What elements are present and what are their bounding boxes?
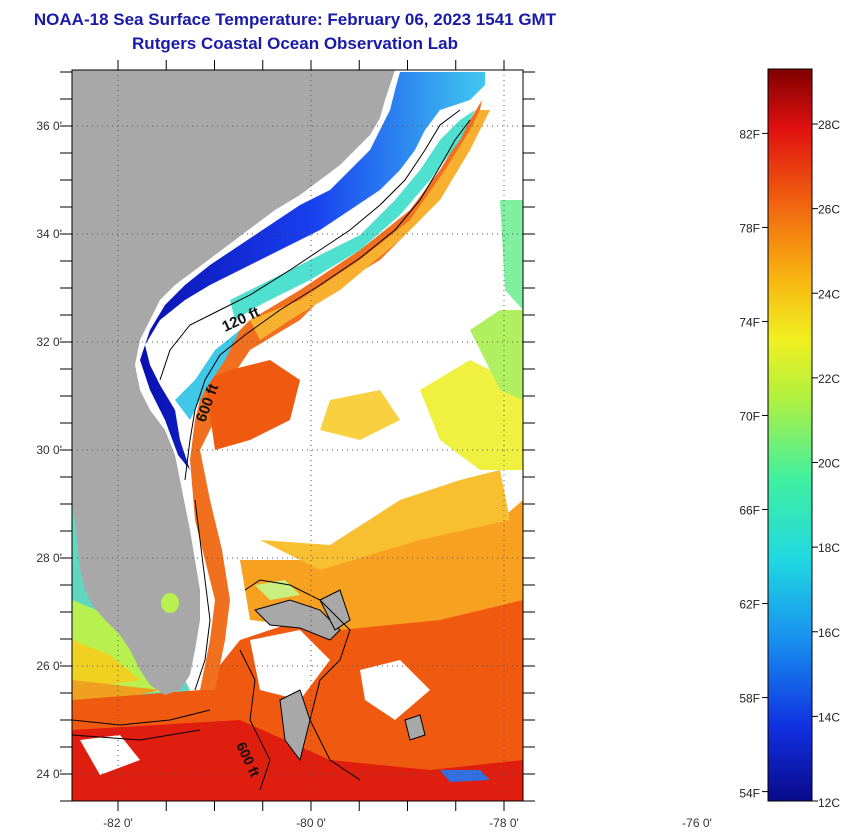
fahrenheit-label: 62F <box>739 598 760 612</box>
fahrenheit-label: 66F <box>739 504 760 518</box>
contour-120ft <box>159 109 461 381</box>
celsius-label: 24C <box>818 287 840 301</box>
lat-label: 36 0' <box>36 119 62 133</box>
celsius-label: 18C <box>818 541 840 555</box>
shelf-cold-water <box>140 72 485 470</box>
contour-600ft <box>184 119 471 481</box>
celsius-label: 20C <box>818 457 840 471</box>
celsius-label: 26C <box>818 203 840 217</box>
colorbar <box>767 68 813 802</box>
lon-label: -78 0' <box>489 816 519 830</box>
lat-label: 24 0' <box>36 767 62 781</box>
lat-label: 26 0' <box>36 659 62 673</box>
fahrenheit-label: 70F <box>739 409 760 423</box>
celsius-label: 22C <box>818 372 840 386</box>
celsius-label: 12C <box>818 796 840 810</box>
celsius-label: 14C <box>818 710 840 724</box>
fahrenheit-label: 82F <box>739 127 760 141</box>
fahrenheit-label: 74F <box>739 315 760 329</box>
lon-label: -76 0' <box>682 816 712 830</box>
map-subtitle: Rutgers Coastal Ocean Observation Lab <box>132 34 458 53</box>
map-panel <box>72 70 523 801</box>
celsius-label: 16C <box>818 626 840 640</box>
bahamas-island <box>254 599 341 641</box>
fahrenheit-label: 78F <box>739 221 760 235</box>
lon-label: -82 0' <box>103 816 133 830</box>
map-frame <box>71 69 524 802</box>
lat-label: 28 0' <box>36 551 62 565</box>
fahrenheit-label: 58F <box>739 692 760 706</box>
lat-label: 30 0' <box>36 443 62 457</box>
lake-okeechobee <box>161 593 179 613</box>
lon-label: -80 0' <box>296 816 326 830</box>
lat-label: 34 0' <box>36 227 62 241</box>
land-mainland <box>72 70 395 695</box>
lat-label: 32 0' <box>36 335 62 349</box>
celsius-label: 28C <box>818 118 840 132</box>
map-title: NOAA-18 Sea Surface Temperature: Februar… <box>33 10 557 29</box>
fahrenheit-label: 54F <box>739 787 760 801</box>
